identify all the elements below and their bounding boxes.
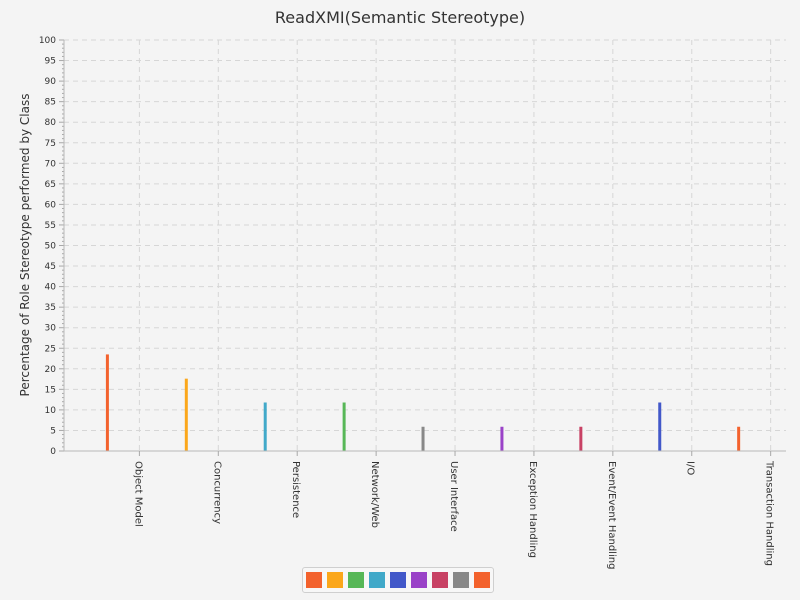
x-tick-label: User Interface bbox=[448, 461, 459, 532]
y-tick-label: 90 bbox=[45, 77, 57, 87]
bar-4 bbox=[421, 426, 425, 451]
legend-swatch-6 bbox=[432, 572, 448, 588]
y-tick-label: 60 bbox=[45, 200, 57, 210]
bar-5 bbox=[500, 426, 504, 451]
legend-swatch-7 bbox=[453, 572, 469, 588]
bar-6 bbox=[579, 426, 583, 451]
y-axis: 0 5 10 15 20 25 30 35 40 45 50 55 60 65 70 75 80 85 90 95 10… bbox=[39, 36, 65, 457]
y-tick-label: 80 bbox=[45, 118, 57, 128]
bar-2 bbox=[263, 402, 267, 451]
x-tick-label: Object Model bbox=[132, 461, 143, 527]
legend-swatch-0 bbox=[306, 572, 322, 588]
legend-swatch-3 bbox=[369, 572, 385, 588]
y-tick-label: 95 bbox=[45, 57, 56, 67]
y-axis-label: Percentage of Role Stereotype performed … bbox=[18, 94, 32, 397]
y-tick-label: 10 bbox=[45, 406, 57, 416]
x-axis: Object Model Concurrency Persistence Networ… bbox=[64, 450, 786, 569]
y-tick-label: 20 bbox=[45, 365, 57, 375]
y-tick-label: 40 bbox=[45, 283, 57, 293]
x-tick-label: Network/Web bbox=[369, 461, 380, 528]
chart-title: ReadXMI(Semantic Stereotype) bbox=[275, 8, 525, 27]
bars bbox=[105, 354, 741, 451]
y-tick-label: 15 bbox=[45, 385, 56, 395]
x-tick-label: Transaction Handling bbox=[764, 460, 775, 566]
x-tick-label: Exception Handling bbox=[527, 461, 538, 558]
x-tick-label: Persistence bbox=[290, 461, 301, 518]
bar-1 bbox=[184, 378, 188, 451]
y-tick-label: 25 bbox=[45, 344, 56, 354]
y-tick-label: 45 bbox=[45, 262, 56, 272]
x-tick-label: I/O bbox=[685, 461, 696, 475]
y-tick-label: 55 bbox=[45, 221, 56, 231]
legend-swatch-4 bbox=[390, 572, 406, 588]
x-tick-label: Event/Event Handling bbox=[606, 461, 617, 569]
bar-7 bbox=[658, 402, 662, 451]
legend-swatch-5 bbox=[411, 572, 427, 588]
y-tick-label: 70 bbox=[45, 159, 57, 169]
bar-0 bbox=[105, 354, 109, 451]
legend bbox=[302, 567, 494, 593]
y-tick-label: 65 bbox=[45, 180, 56, 190]
y-tick-label: 50 bbox=[45, 242, 57, 252]
y-tick-label: 35 bbox=[45, 303, 56, 313]
y-tick-label: 5 bbox=[50, 426, 56, 436]
legend-swatch-1 bbox=[327, 572, 343, 588]
y-tick-label: 100 bbox=[39, 36, 56, 46]
y-tick-label: 30 bbox=[45, 324, 57, 334]
bar-8 bbox=[737, 426, 741, 451]
grid bbox=[64, 39, 786, 451]
legend-swatch-8 bbox=[474, 572, 490, 588]
y-tick-label: 85 bbox=[45, 98, 56, 108]
legend-swatch-2 bbox=[348, 572, 364, 588]
y-tick-label: 0 bbox=[50, 447, 56, 457]
y-tick-label: 75 bbox=[45, 139, 56, 149]
bar-3 bbox=[342, 402, 346, 451]
x-tick-label: Concurrency bbox=[211, 461, 222, 524]
